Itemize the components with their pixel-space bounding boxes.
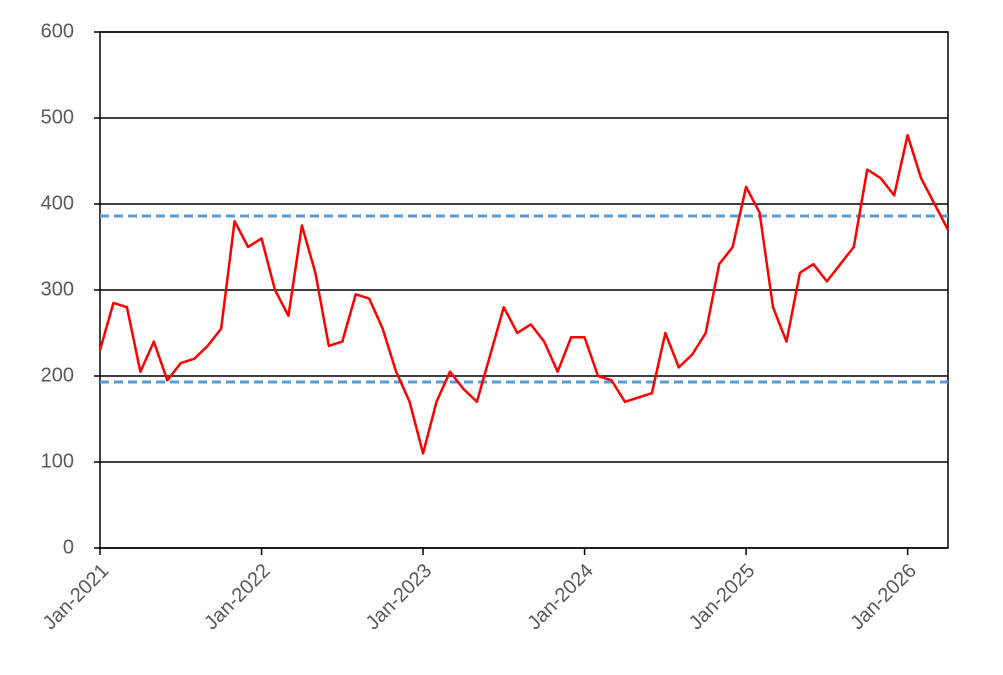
y-tick-label: 300 <box>41 278 74 300</box>
x-tick-label: Jan-2022 <box>200 560 275 635</box>
x-tick-label: Jan-2025 <box>685 560 760 635</box>
y-tick-label: 500 <box>41 106 74 128</box>
x-tick-label: Jan-2021 <box>39 560 114 635</box>
plot-frame <box>99 31 949 549</box>
y-tick-label: 600 <box>41 20 74 42</box>
y-tick-label: 400 <box>41 192 74 214</box>
y-tick-label: 100 <box>41 450 74 472</box>
data-line <box>98 133 950 455</box>
y-tick-label: 0 <box>63 536 74 558</box>
x-tick-label: Jan-2023 <box>362 560 437 635</box>
x-tick-label: Jan-2026 <box>846 560 921 635</box>
y-tick-label: 200 <box>41 364 74 386</box>
x-tick-label: Jan-2024 <box>523 560 598 635</box>
